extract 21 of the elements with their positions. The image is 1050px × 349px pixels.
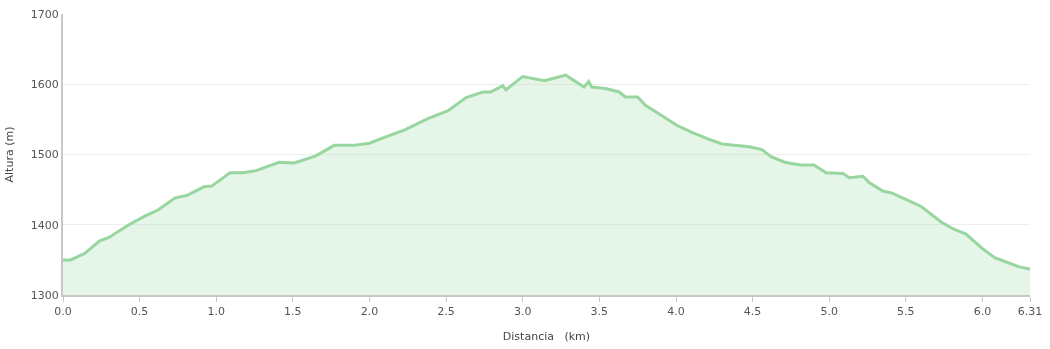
x-tick-label: 5.5 [897,305,915,319]
x-tick-label: 3.5 [590,305,609,319]
x-tick-label: 2.0 [360,305,379,319]
x-tick-label: 4.5 [743,305,762,319]
x-tick-label: 6.31 [1017,305,1043,319]
x-tick-label: 1.0 [207,305,225,319]
x-tick-label: 3.0 [514,305,532,319]
y-tick-label: 1700 [30,7,59,21]
x-tick-label: 2.5 [437,305,455,319]
x-tick-label: 0.0 [54,305,72,319]
x-tick-label: 4.0 [667,305,685,319]
x-axis-title: Distancia (km) [502,329,591,343]
y-tick-label: 1400 [30,218,59,232]
y-axis-title: Altura (m) [2,126,16,183]
y-tick-label: 1600 [30,78,59,92]
y-tick-label: 1500 [30,148,59,162]
x-tick-label: 1.5 [284,305,302,319]
x-tick-label: 0.5 [130,305,149,319]
x-tick-label: 5.0 [820,305,838,319]
y-tick-label: 1300 [30,288,59,302]
x-tick-label: 6.0 [973,305,992,319]
